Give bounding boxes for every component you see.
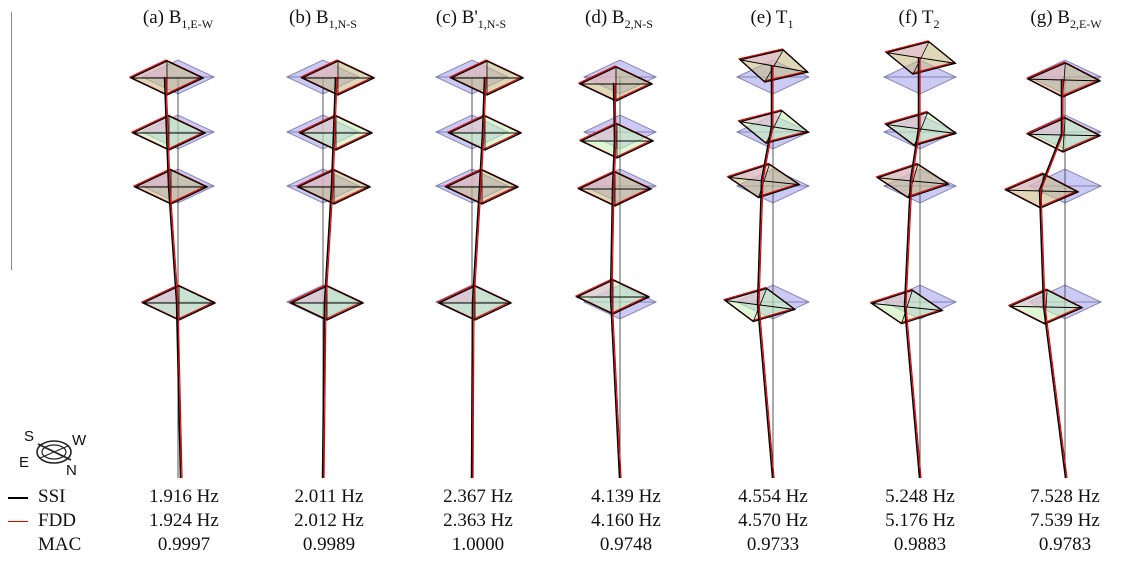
- left-reference-line: [11, 12, 12, 270]
- mode-title-f: (f) T2: [898, 7, 940, 31]
- ssi-line-swatch: [8, 496, 28, 499]
- ssi-freq-e: 4.554 Hz: [738, 486, 808, 507]
- compass-e: E: [19, 454, 30, 471]
- mode-title-d: (d) B2,N-S: [585, 7, 653, 31]
- fdd-freq-e: 4.570 Hz: [738, 510, 808, 531]
- legend-fdd: FDD: [8, 510, 76, 532]
- legend-ssi-label: SSI: [38, 486, 66, 507]
- mode-title-a: (a) B1,E-W: [142, 7, 214, 31]
- fdd-deformed-column: [165, 76, 183, 479]
- ssi-freq-g: 7.528 Hz: [1030, 486, 1100, 507]
- ssi-deformed-column: [163, 76, 182, 479]
- fdd-freq-f: 5.176 Hz: [885, 510, 955, 531]
- ssi-freq-f: 5.248 Hz: [885, 486, 955, 507]
- ssi-freq-b: 2.011 Hz: [294, 486, 364, 507]
- ssi-floor-axis: [901, 290, 913, 324]
- mode-title-e: (e) T1: [750, 7, 794, 31]
- fdd-freq-c: 2.363 Hz: [443, 510, 513, 531]
- legend-fdd-label: FDD: [38, 510, 77, 531]
- legend-mac: MAC: [38, 534, 81, 556]
- compass-n: N: [66, 462, 77, 479]
- ssi-floor-outline: [1004, 173, 1080, 209]
- ssi-deformed-column: [470, 76, 486, 479]
- fdd-deformed-column: [611, 82, 622, 479]
- ssi-deformed-column: [1038, 79, 1067, 479]
- legend-mac-label: MAC: [38, 534, 82, 555]
- ssi-floor-outline: [884, 111, 958, 147]
- ssi-floor-outline: [1026, 62, 1102, 98]
- mode-title-g: (g) B2,E-W: [1030, 7, 1102, 31]
- fdd-deformed-column: [472, 76, 487, 479]
- fdd-deformed-column: [323, 76, 338, 479]
- fdd-freq-d: 4.160 Hz: [591, 510, 661, 531]
- legend-ssi: SSI: [8, 486, 65, 508]
- mac-d: 0.9748: [599, 534, 653, 555]
- ssi-freq-d: 4.139 Hz: [591, 486, 661, 507]
- fdd-deformed-column: [905, 57, 922, 479]
- ssi-floor-outline: [1026, 117, 1102, 153]
- mac-g: 0.9783: [1038, 534, 1092, 555]
- ssi-floor-outline: [723, 287, 797, 323]
- fdd-line-swatch: [8, 521, 28, 523]
- mac-e: 0.9733: [746, 534, 800, 555]
- ssi-freq-c: 2.367 Hz: [443, 486, 513, 507]
- ssi-floor-outline: [885, 41, 957, 75]
- ssi-freq-a: 1.916 Hz: [149, 486, 219, 507]
- fdd-deformed-column: [1040, 79, 1068, 479]
- mode-title-b: (b) B1,N-S: [289, 7, 357, 31]
- ssi-deformed-column: [609, 82, 621, 479]
- ssi-deformed-column: [321, 76, 337, 479]
- ssi-floor-outline: [1008, 289, 1084, 325]
- ssi-floor-axis: [912, 41, 930, 75]
- compass-s: S: [24, 428, 35, 445]
- ssi-floor-outline: [870, 289, 944, 325]
- ssi-floor-outline: [738, 110, 810, 144]
- mac-c: 1.0000: [451, 534, 505, 555]
- mode-title-c: (c) B'1,N-S: [435, 7, 507, 31]
- ssi-floor-axis: [752, 288, 768, 322]
- fdd-freq-a: 1.924 Hz: [149, 510, 219, 531]
- ssi-floor-axis: [1062, 117, 1066, 153]
- fdd-freq-b: 2.012 Hz: [294, 510, 364, 531]
- fdd-freq-g: 7.539 Hz: [1030, 510, 1100, 531]
- fdd-deformed-column: [758, 65, 775, 479]
- mac-b: 0.9989: [302, 534, 356, 555]
- mac-f: 0.9883: [893, 534, 947, 555]
- compass-icon: [36, 440, 72, 464]
- compass: S W E N: [10, 426, 100, 479]
- ssi-floor-outline: [727, 163, 801, 199]
- compass-w: W: [72, 432, 87, 449]
- mac-a: 0.9997: [157, 534, 211, 555]
- ssi-deformed-column: [756, 65, 774, 479]
- ssi-floor-axis: [764, 49, 784, 83]
- ssi-deformed-column: [903, 57, 921, 479]
